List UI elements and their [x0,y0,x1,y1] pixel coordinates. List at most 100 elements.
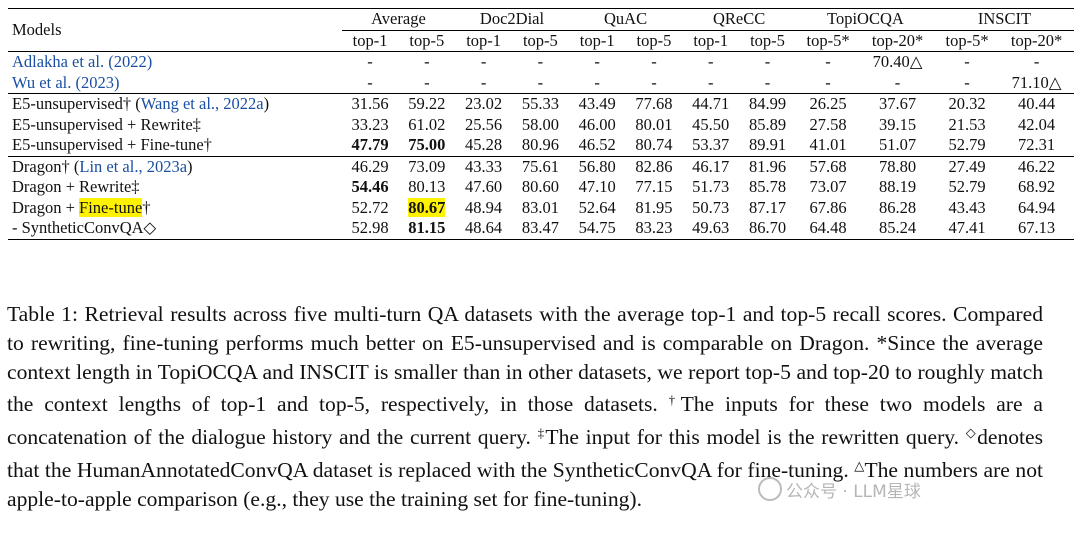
watermark-text: 公众号 · LLM星球 [786,482,921,502]
score-cell: 52.72 [342,198,399,219]
model-name-suffix: ) [187,156,193,176]
score-value: 46.17 [692,156,730,176]
score-cell: 72.31 [999,135,1074,156]
score-cell: 84.99 [739,94,796,115]
score-value: 67.13 [1018,218,1056,237]
score-value: - [825,72,831,92]
score-cell: - [682,52,739,73]
score-cell: 81.95 [626,198,683,219]
score-value: - [964,52,970,71]
group-header-topiocqa: TopiOCQA [795,8,935,31]
score-value: 73.09 [408,156,446,176]
score-value: 26.25 [809,94,847,113]
score-value: - [707,72,714,92]
table-row: Dragon† (Lin et al., 2023a) 46.29 73.09 43.… [8,156,1074,177]
score-value: 52.64 [578,197,616,217]
score-value: 23.02 [465,94,503,113]
table-row: E5-unsupervised + Rewrite‡ 33.23 61.02 25.5… [8,115,1074,136]
citation-link[interactable]: Wu et al. (2023) [12,72,120,92]
score-cell: 45.28 [455,135,512,156]
score-cell: 80.74 [626,135,683,156]
score-value: 48.94 [465,197,503,217]
score-cell: 48.94 [455,198,512,219]
score-value: 70.40△ [872,52,923,71]
score-value: - [537,52,544,71]
score-value: 80.67 [408,197,446,217]
subheader-cell: top-20* [871,30,924,50]
score-cell: 87.17 [739,198,796,219]
score-cell: 85.24 [860,218,935,239]
score-cell: 86.70 [739,218,796,239]
score-cell: 54.46 [342,177,399,198]
caption-text-3: The input for this model is the rewritte… [545,425,966,450]
double-dagger-symbol: ‡ [537,425,546,441]
score-cell: 31.56 [342,94,399,115]
score-cell: 81.15 [398,218,455,239]
group-header-average: Average [341,8,456,31]
score-value: 43.43 [948,197,986,217]
caption-text-1: Table 1: Retrieval results across five m… [7,302,1043,417]
score-cell: 80.96 [512,135,569,156]
score-value: 47.10 [578,177,616,196]
table-row: E5-unsupervised† (Wang et al., 2022a) 31.… [8,93,1074,115]
subheader-cell: top-5 [636,30,672,50]
score-value: - [424,52,430,71]
citation-link[interactable]: Adlakha et al. (2022) [12,52,153,71]
score-value: 83.01 [521,197,559,217]
score-value: 51.07 [878,135,917,154]
score-value: 86.70 [748,218,787,237]
score-cell: - [739,73,796,94]
score-value: 64.94 [1018,197,1056,217]
citation-link[interactable]: Wang et al., 2022a [140,94,264,113]
score-cell: 37.67 [860,94,935,115]
score-cell: 51.73 [682,177,739,198]
score-value: 83.23 [635,218,673,237]
score-cell: 77.68 [626,94,683,115]
score-cell: 52.79 [935,135,999,156]
score-cell: 80.01 [626,115,683,136]
score-cell: 73.09 [398,156,455,177]
model-name-suffix: † [142,197,151,217]
score-cell: - [739,52,796,73]
score-cell: 85.78 [739,177,796,198]
score-value: - [594,72,600,92]
score-cell: 75.00 [398,135,455,156]
highlighted-text: Fine-tune [79,197,143,217]
citation-link[interactable]: Lin et al., 2023a [79,156,188,176]
score-cell: 51.07 [860,135,935,156]
score-value: 27.49 [948,156,986,176]
subheader-cell: top-1 [579,30,615,50]
model-name: Dragon + Rewrite‡ [12,177,140,196]
table-body: Adlakha et al. (2022) - - - - - - - - -70.40△ - - Wu… [8,51,1074,239]
score-cell: 64.94 [999,198,1074,219]
score-cell: - [626,73,683,94]
subheader-cell: top-5 [409,30,445,50]
score-value: 83.47 [521,218,559,237]
score-value: 75.00 [408,135,446,154]
model-name-suffix: ) [263,94,270,113]
diamond-symbol: ◇ [965,425,978,441]
score-value: 82.86 [635,156,673,176]
score-cell: 67.13 [999,218,1074,239]
score-value: 40.44 [1018,94,1056,113]
score-value: 85.24 [878,218,917,237]
score-cell: 59.22 [398,94,455,115]
triangle-symbol: △ [854,457,865,473]
score-cell: - [935,52,999,73]
score-value: 80.96 [521,135,559,154]
score-value: - [825,52,831,71]
subheader-cell: top-5 [522,30,558,50]
score-cell: 88.19 [860,177,935,198]
score-cell: - [935,73,999,94]
score-value: - [651,72,657,92]
score-cell: 80.67 [398,197,455,219]
score-cell: 43.43 [935,198,999,219]
model-name: E5-unsupervised† ( [12,94,141,113]
model-name-cell: E5-unsupervised + Fine-tune† [8,135,342,156]
header-group-row: Models Average Doc2Dial QuAC QReCC TopiO… [8,8,1074,39]
score-value: 64.48 [809,218,847,237]
score-cell: 80.60 [512,177,569,198]
score-cell: 81.96 [739,156,796,177]
score-value: 25.56 [465,114,503,134]
score-cell: 80.13 [398,177,455,198]
